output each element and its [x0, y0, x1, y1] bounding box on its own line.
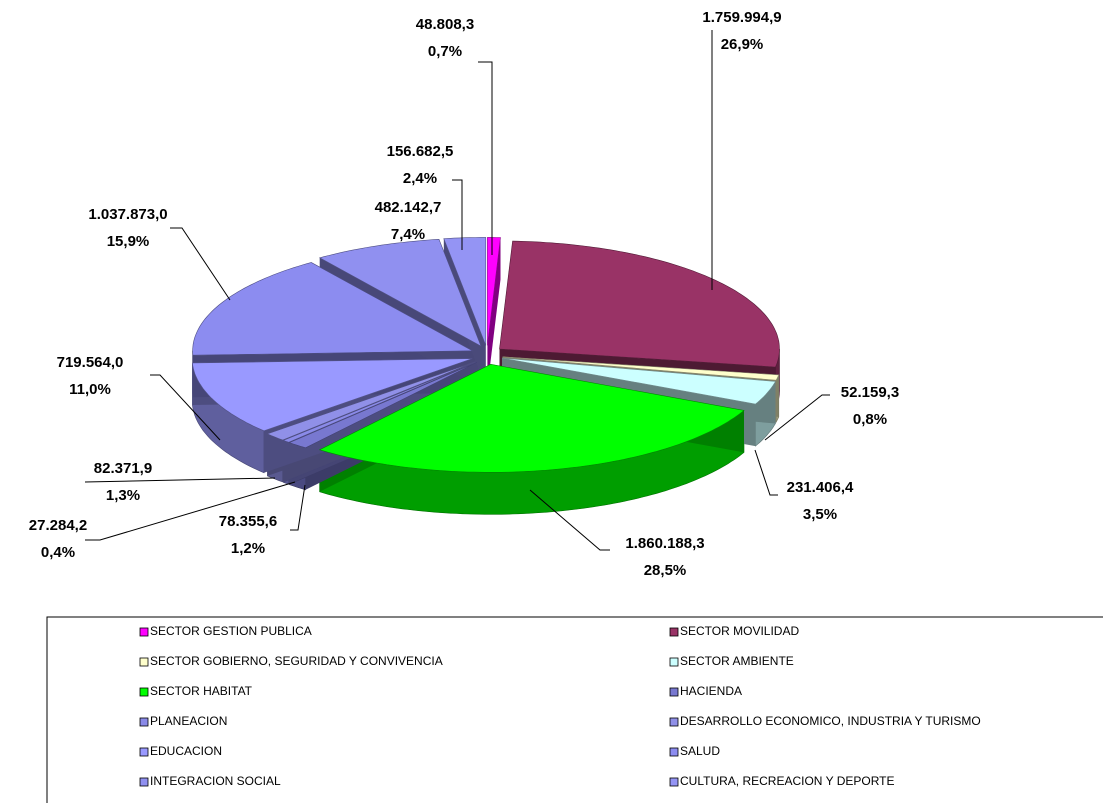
pie-slice	[192, 262, 474, 356]
data-label: 1.759.994,9	[702, 9, 781, 26]
legend-label: DESARROLLO ECONOMICO, INDUSTRIA Y TURISM…	[680, 714, 981, 728]
data-label: 1.860.188,3	[625, 535, 704, 552]
data-label: 48.808,3	[416, 16, 474, 33]
legend-box	[46, 616, 1103, 803]
pie	[192, 237, 780, 515]
data-label-percent: 2,4%	[403, 170, 437, 187]
legend-label: INTEGRACION SOCIAL	[150, 774, 281, 788]
pie-slice	[288, 362, 477, 449]
legend-swatch	[139, 747, 149, 757]
legend-label: CULTURA, RECREACION Y DEPORTE	[680, 774, 895, 788]
pie-slice	[487, 237, 501, 346]
leader-line	[150, 374, 221, 441]
legend-label: PLANEACION	[150, 714, 227, 728]
data-label-percent: 0,8%	[853, 411, 887, 428]
legend-swatch	[139, 657, 149, 667]
data-label-percent: 26,9%	[721, 36, 764, 53]
pie-slice	[502, 356, 780, 381]
data-label-percent: 0,7%	[428, 43, 462, 60]
data-label-percent: 0,4%	[41, 544, 75, 561]
leader-line	[478, 61, 493, 255]
legend-swatch	[139, 777, 149, 787]
legend-swatch	[669, 687, 679, 697]
leader-line	[290, 484, 306, 531]
legend-swatch	[669, 777, 679, 787]
leader-line	[170, 227, 231, 301]
data-label-percent: 3,5%	[803, 506, 837, 523]
data-label: 27.284,2	[29, 517, 87, 534]
legend: SECTOR GESTION PUBLICA SECTOR MOVILIDAD SE…	[139, 624, 981, 788]
legend-swatch	[139, 717, 149, 727]
legend-swatch	[669, 717, 679, 727]
data-label: 719.564,0	[57, 354, 124, 371]
data-label-percent: 11,0%	[69, 381, 111, 398]
data-label: 78.355,6	[219, 513, 277, 530]
data-label-percent: 7,4%	[391, 226, 425, 243]
leader-line	[529, 489, 610, 551]
legend-label: SECTOR GOBIERNO, SEGURIDAD Y CONVIVENCIA	[150, 654, 443, 668]
legend-label: SECTOR GESTION PUBLICA	[150, 624, 312, 638]
pie-slice	[266, 361, 476, 441]
data-label-percent: 28,5%	[644, 562, 687, 579]
data-label: 82.371,9	[94, 460, 152, 477]
pie-slice	[282, 361, 477, 443]
data-label: 156.682,5	[387, 143, 454, 160]
data-label-percent: 1,3%	[106, 487, 140, 504]
legend-swatch	[669, 657, 679, 667]
leader-line	[764, 394, 830, 441]
pie-slice	[192, 358, 473, 432]
legend-swatch	[139, 627, 149, 637]
pie-slice-wall	[487, 237, 501, 388]
pie-slice	[502, 357, 777, 405]
legend-swatch	[139, 687, 149, 697]
pie-slice	[499, 240, 780, 368]
legend-label: SALUD	[680, 744, 720, 758]
legend-label: SECTOR HABITAT	[150, 684, 253, 698]
data-label: 1.037.873,0	[88, 206, 167, 223]
legend-label: HACIENDA	[680, 684, 742, 698]
leader-line	[85, 481, 296, 541]
legend-label: SECTOR AMBIENTE	[680, 654, 794, 668]
legend-label: EDUCACION	[150, 744, 222, 758]
data-labels: 48.808,3 0,7% 1.759.994,9 26,9% 52.159,3 0,8%…	[29, 9, 899, 579]
leader-lines	[84, 30, 830, 551]
pie-slice	[443, 237, 487, 346]
data-label: 52.159,3	[841, 384, 899, 401]
leader-line	[754, 449, 778, 496]
leader-line	[84, 477, 276, 483]
legend-label: SECTOR MOVILIDAD	[680, 624, 799, 638]
data-label-percent: 1,2%	[231, 540, 265, 557]
data-label-percent: 15,9%	[107, 233, 150, 250]
pie-slice	[318, 238, 482, 347]
data-label: 231.406,4	[787, 479, 854, 496]
legend-swatch	[669, 627, 679, 637]
pie-slice	[318, 363, 745, 473]
legend-swatch	[669, 747, 679, 757]
leader-line	[452, 179, 463, 250]
data-label: 482.142,7	[375, 199, 442, 216]
